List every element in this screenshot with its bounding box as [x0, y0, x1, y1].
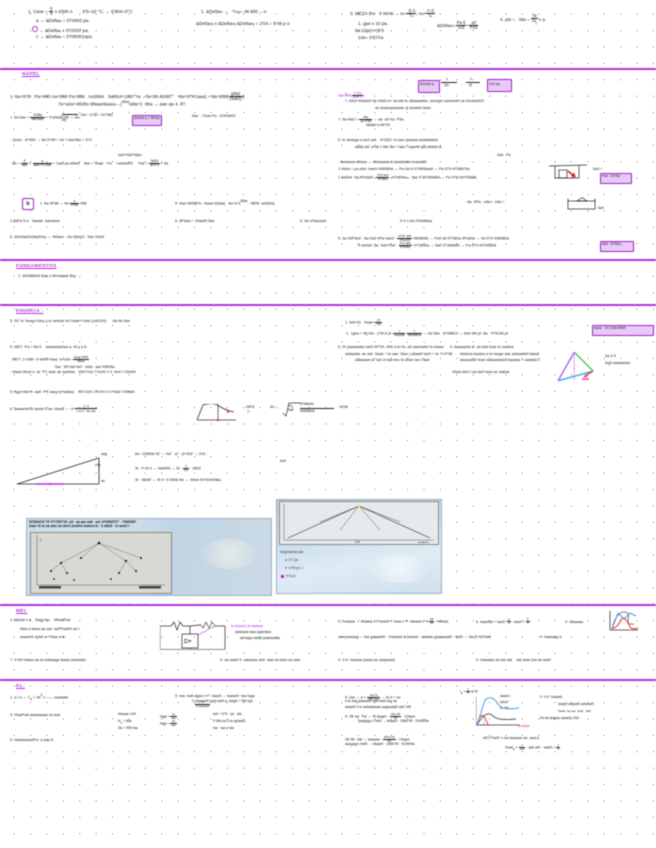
svg-text:5.8: 5.8: [355, 540, 360, 544]
svg-text:angutes: angutes: [418, 540, 429, 544]
svg-text::t.: :t.: [39, 537, 42, 542]
